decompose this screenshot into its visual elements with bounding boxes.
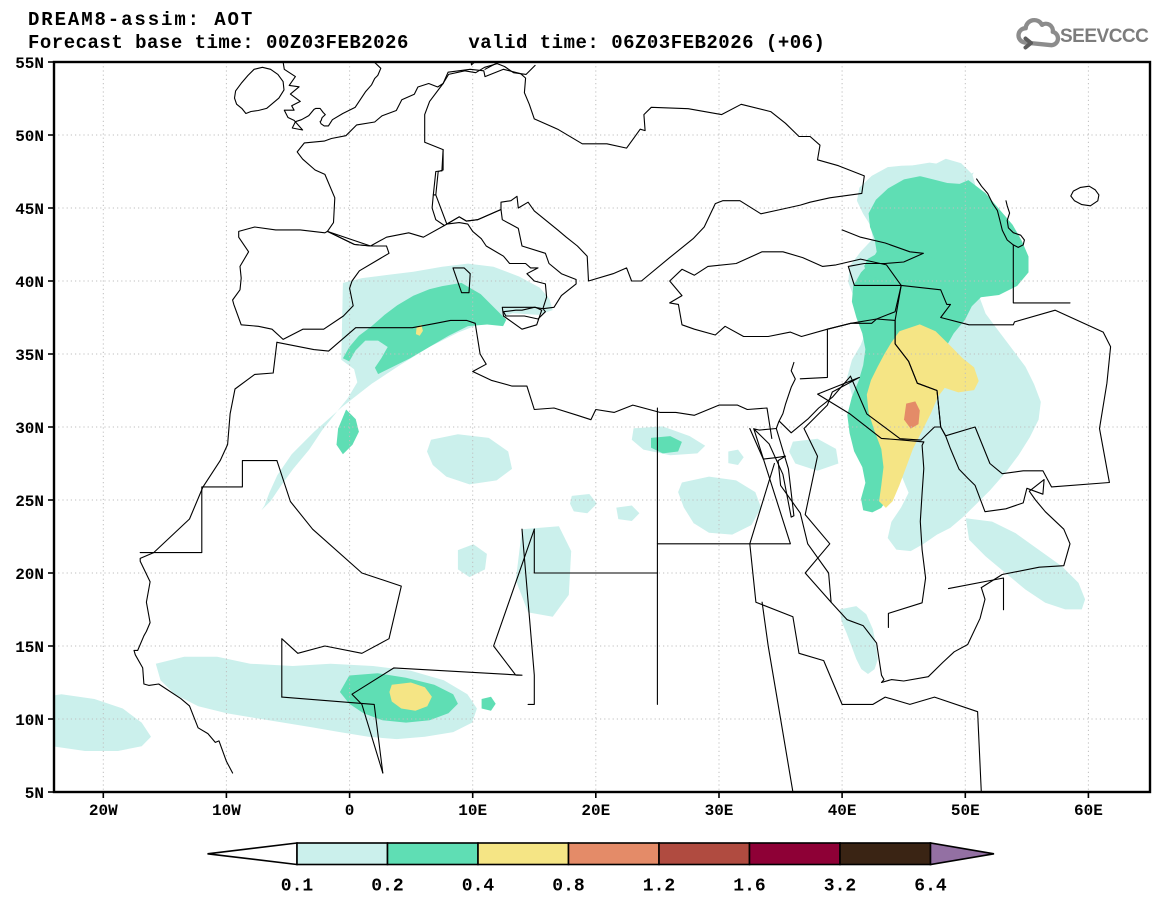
svg-text:1.6: 1.6 [733,877,765,897]
svg-text:0.8: 0.8 [552,877,584,897]
svg-text:6.4: 6.4 [914,877,947,897]
svg-text:0.1: 0.1 [281,877,314,897]
svg-text:1.2: 1.2 [643,877,675,897]
svg-text:3.2: 3.2 [824,877,856,897]
svg-text:0.2: 0.2 [371,877,403,897]
svg-text:0.4: 0.4 [462,877,495,897]
